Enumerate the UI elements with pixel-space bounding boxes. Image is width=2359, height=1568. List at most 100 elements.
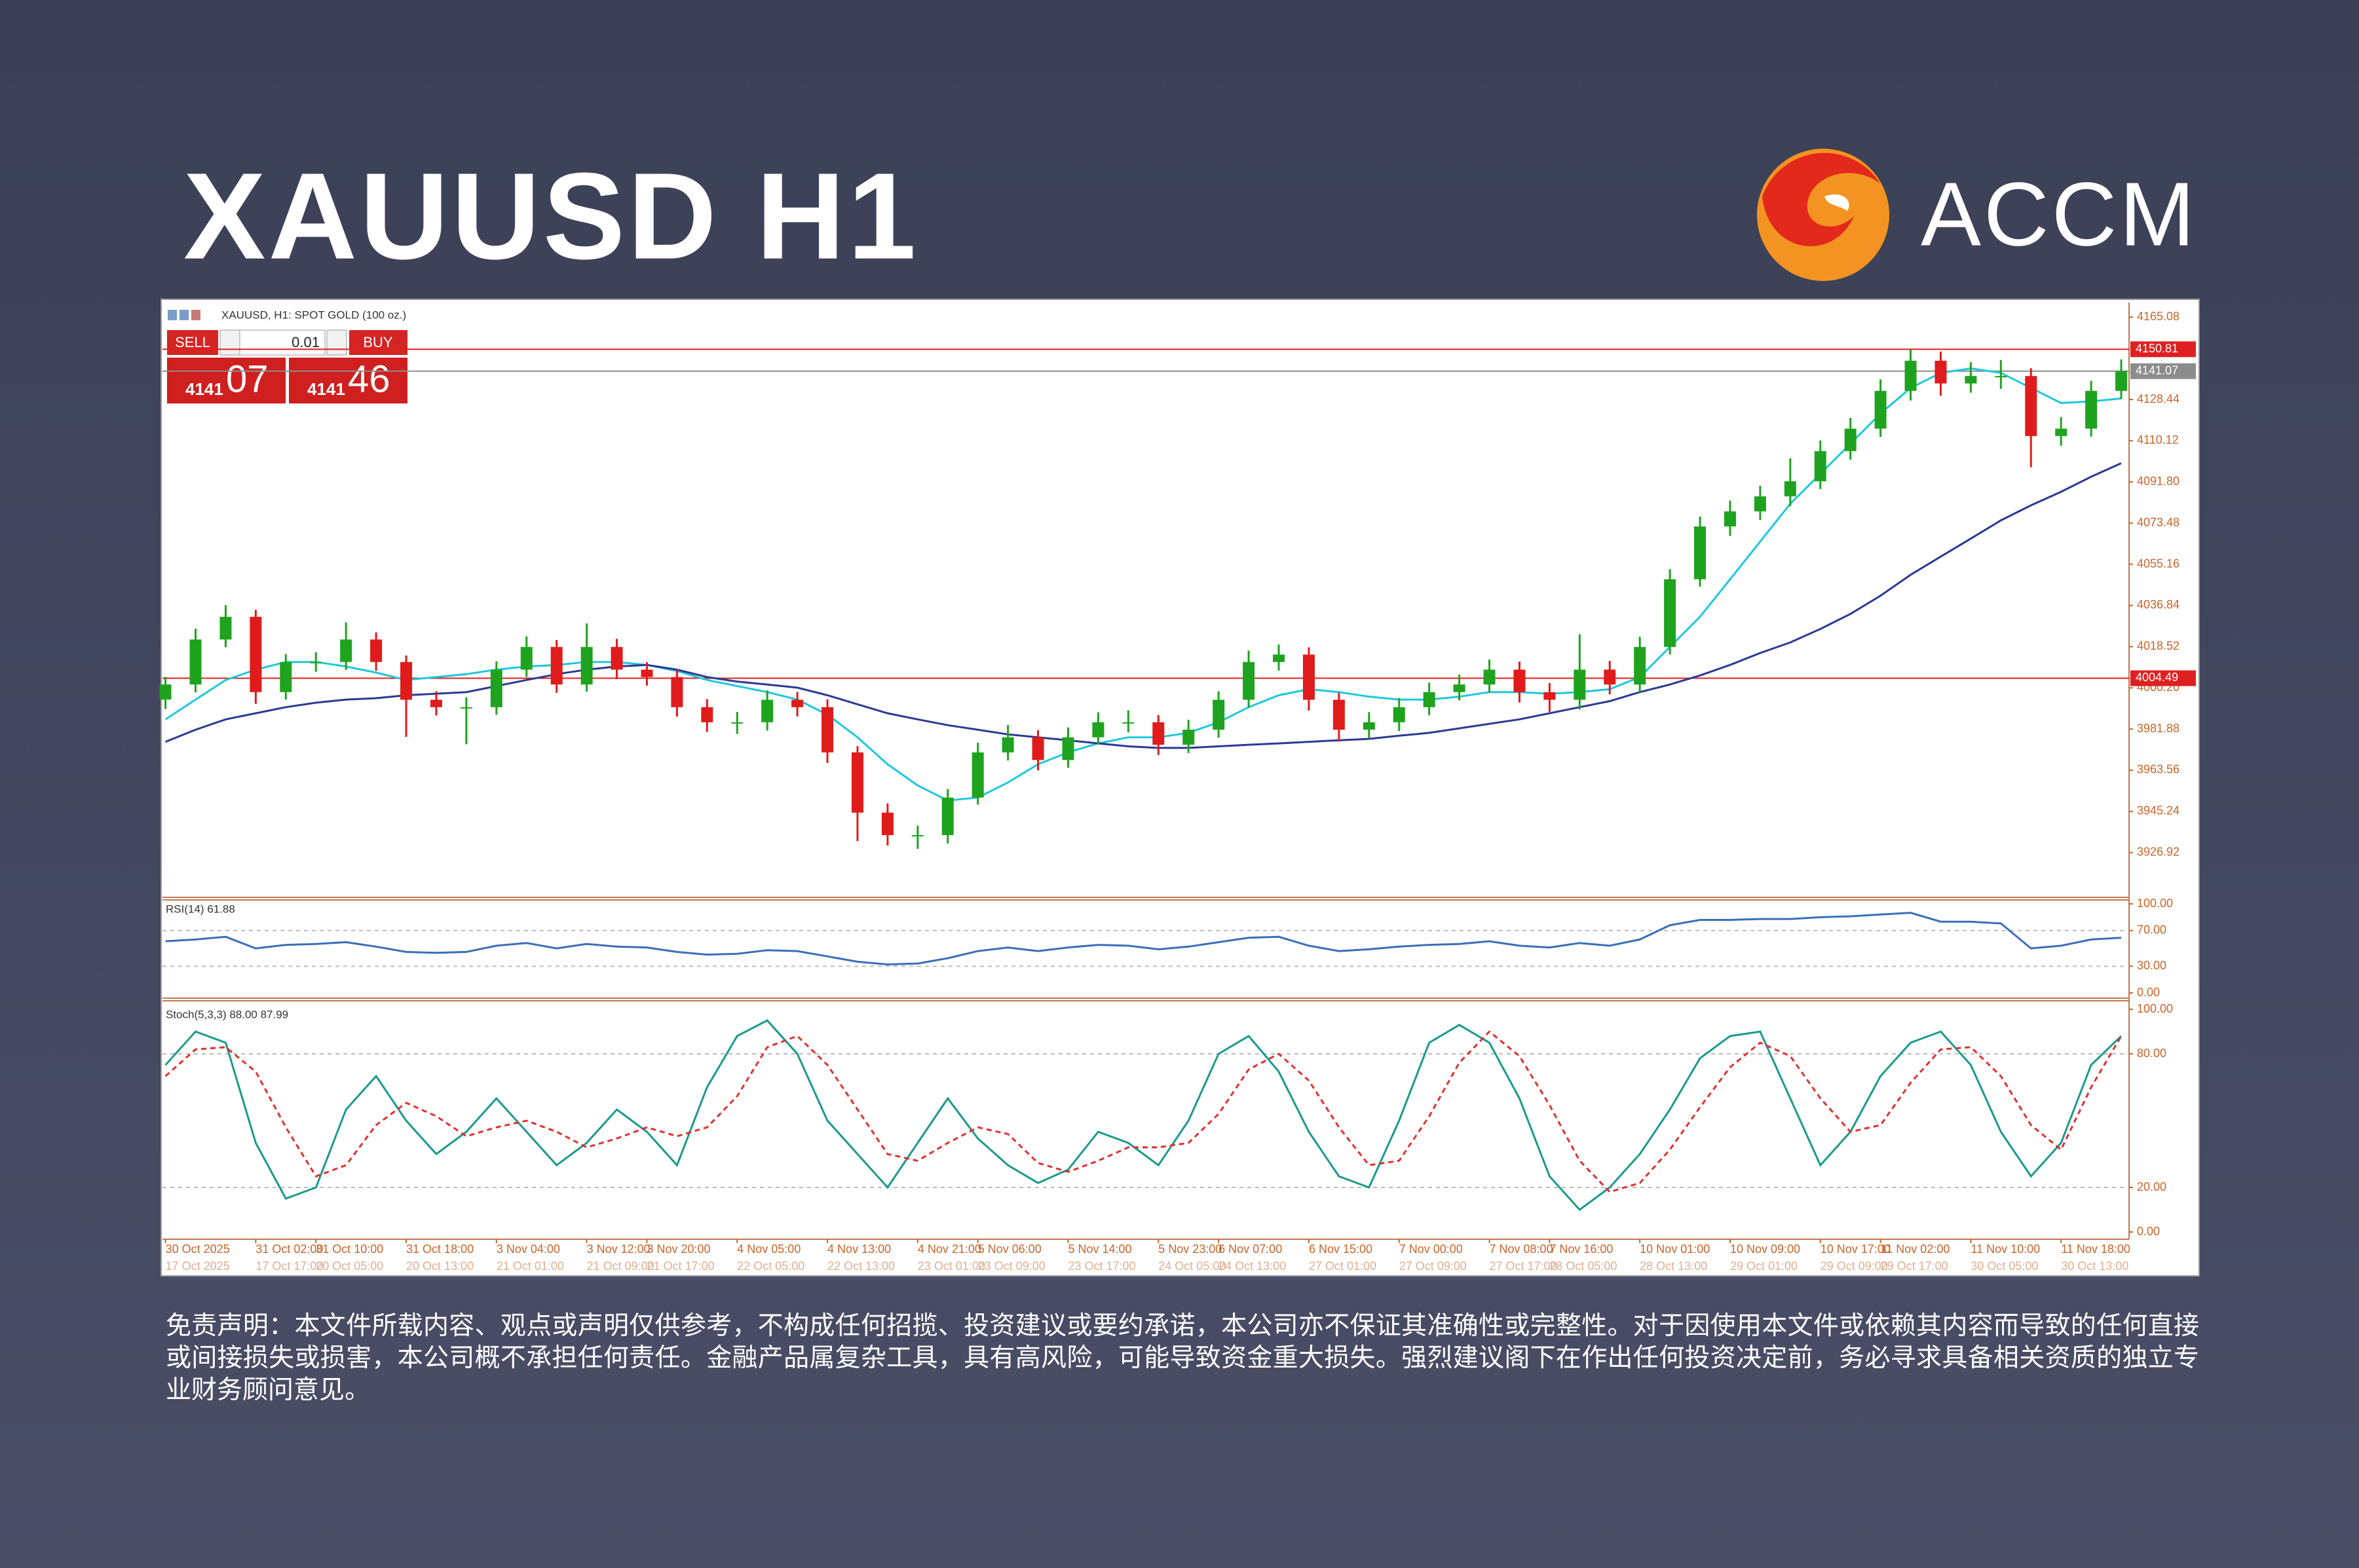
candle-body	[2085, 390, 2098, 429]
lot-spinner[interactable]	[326, 329, 347, 356]
price-line-tag	[2130, 670, 2196, 686]
x-tick-label: 5 Nov 14:00	[1068, 1242, 1132, 1256]
candle-body	[851, 752, 863, 813]
x-tick-label-secondary: 28 Oct 05:00	[1549, 1260, 1617, 1273]
candle-body	[611, 646, 623, 670]
x-tick-label-secondary: 21 Oct 01:00	[497, 1260, 564, 1273]
candle-body	[1513, 669, 1526, 692]
y-tick-label: 4110.12	[2137, 434, 2179, 447]
y-tick-label: 4073.48	[2137, 515, 2180, 529]
lot-input[interactable]	[239, 329, 326, 356]
icon	[179, 310, 189, 320]
candle-body	[550, 646, 563, 685]
y-tick-label: 0.00	[2137, 986, 2160, 999]
candle-body	[972, 752, 984, 798]
sell-button[interactable]	[167, 330, 218, 355]
price-line-label: 4150.81	[2136, 342, 2178, 355]
x-tick-label-secondary: 24 Oct 13:00	[1218, 1260, 1286, 1273]
y-tick-label: 70.00	[2137, 924, 2166, 937]
x-tick-label-secondary: 23 Oct 09:00	[978, 1260, 1046, 1273]
x-tick-label-secondary: 23 Oct 17:00	[1068, 1260, 1136, 1273]
candle-body	[911, 835, 924, 837]
y-tick-label: 3963.56	[2137, 763, 2180, 776]
x-tick-label-secondary: 23 Oct 01:00	[918, 1260, 985, 1273]
x-tick-label: 5 Nov 06:00	[978, 1242, 1042, 1256]
candle-body	[1332, 700, 1345, 730]
candle-body	[1423, 692, 1435, 707]
candle-body	[1634, 646, 1646, 685]
icon	[168, 310, 177, 320]
candle-body	[460, 707, 472, 709]
candle-body	[430, 700, 442, 707]
candle-body	[159, 684, 172, 700]
logo-mark	[1824, 194, 1849, 211]
y-tick-label: 3945.24	[2137, 804, 2180, 817]
y-tick-label: 100.00	[2137, 897, 2173, 910]
ask-box[interactable]	[289, 358, 407, 403]
chart-panel	[160, 299, 2200, 1277]
x-tick-label: 31 Oct 02:00	[255, 1242, 323, 1256]
candle-body	[791, 700, 804, 707]
x-tick-label: 7 Nov 00:00	[1399, 1242, 1463, 1256]
trade-panel: SELL 0.01 BUY 4141 07 4141 46	[167, 329, 407, 403]
candle-body	[761, 700, 774, 722]
x-tick-label-secondary: 27 Oct 01:00	[1309, 1260, 1376, 1273]
chart-icons	[168, 310, 200, 320]
x-tick-label-secondary: 29 Oct 17:00	[1881, 1260, 1948, 1273]
candle-body	[1904, 360, 1917, 391]
bid-box[interactable]	[167, 358, 286, 403]
candle-body	[1965, 376, 1977, 384]
x-tick-label-secondary: 20 Oct 05:00	[316, 1260, 383, 1273]
y-tick-label: 4165.08	[2137, 310, 2180, 323]
x-tick-label: 11 Nov 18:00	[2061, 1242, 2130, 1256]
disclaimer: 免责声明：本文件所载内容、观点或声明仅供参考，不构成任何招揽、投资建议或要约承诺…	[166, 1311, 2199, 1405]
x-tick-label: 4 Nov 05:00	[737, 1242, 801, 1256]
x-tick-label-secondary: 30 Oct 13:00	[2061, 1260, 2128, 1273]
candle-body	[1393, 707, 1405, 722]
x-tick-label-secondary: 27 Oct 17:00	[1490, 1260, 1557, 1273]
x-tick-label: 31 Oct 10:00	[316, 1242, 383, 1256]
buy-label: BUY	[363, 334, 393, 350]
x-tick-label: 6 Nov 15:00	[1309, 1242, 1372, 1256]
buy-button[interactable]	[349, 330, 407, 355]
candle-body	[731, 722, 744, 724]
ask-small: 46	[348, 358, 390, 400]
candle-body	[821, 707, 834, 753]
candle-body	[1092, 722, 1104, 737]
candle-body	[1002, 737, 1014, 753]
x-tick-label: 30 Oct 2025	[166, 1242, 230, 1256]
x-tick-label-secondary: 17 Oct 2025	[166, 1260, 230, 1273]
x-tick-label-secondary: 24 Oct 05:00	[1158, 1260, 1226, 1273]
candle-body	[1243, 662, 1255, 700]
x-tick-label-secondary: 30 Oct 05:00	[1971, 1260, 2038, 1273]
series-line	[164, 1030, 2123, 1193]
x-tick-label: 7 Nov 08:00	[1490, 1242, 1553, 1256]
candle-body	[280, 662, 292, 692]
candle-body	[1574, 669, 1586, 700]
candle-body	[1754, 496, 1766, 512]
icon	[191, 310, 200, 320]
lot-value: 0.01	[292, 334, 320, 350]
x-tick-label-secondary: 21 Oct 17:00	[647, 1260, 714, 1273]
y-tick-label: 4091.80	[2137, 475, 2180, 488]
candle-body	[1122, 722, 1135, 724]
bid-small: 07	[226, 358, 269, 400]
candle-body	[1874, 390, 1887, 429]
candle-body	[1604, 669, 1616, 685]
x-tick-label-secondary: 29 Oct 01:00	[1730, 1260, 1798, 1273]
x-tick-label: 10 Nov 09:00	[1730, 1242, 1800, 1256]
y-tick-label: 4055.16	[2137, 557, 2180, 570]
chart-title: RSI(14) 61.88	[166, 903, 235, 915]
series-line	[165, 912, 2122, 966]
series-line	[164, 1019, 2123, 1212]
candle-body	[310, 662, 322, 663]
candle-body	[219, 616, 232, 640]
candle-body	[1182, 730, 1195, 745]
lot-dropdown[interactable]	[219, 329, 240, 356]
page-title: XAUUSD H1	[183, 147, 918, 285]
candle-body	[1844, 428, 1857, 451]
candle-body	[701, 707, 713, 722]
x-tick-label: 11 Nov 02:00	[1881, 1242, 1950, 1256]
